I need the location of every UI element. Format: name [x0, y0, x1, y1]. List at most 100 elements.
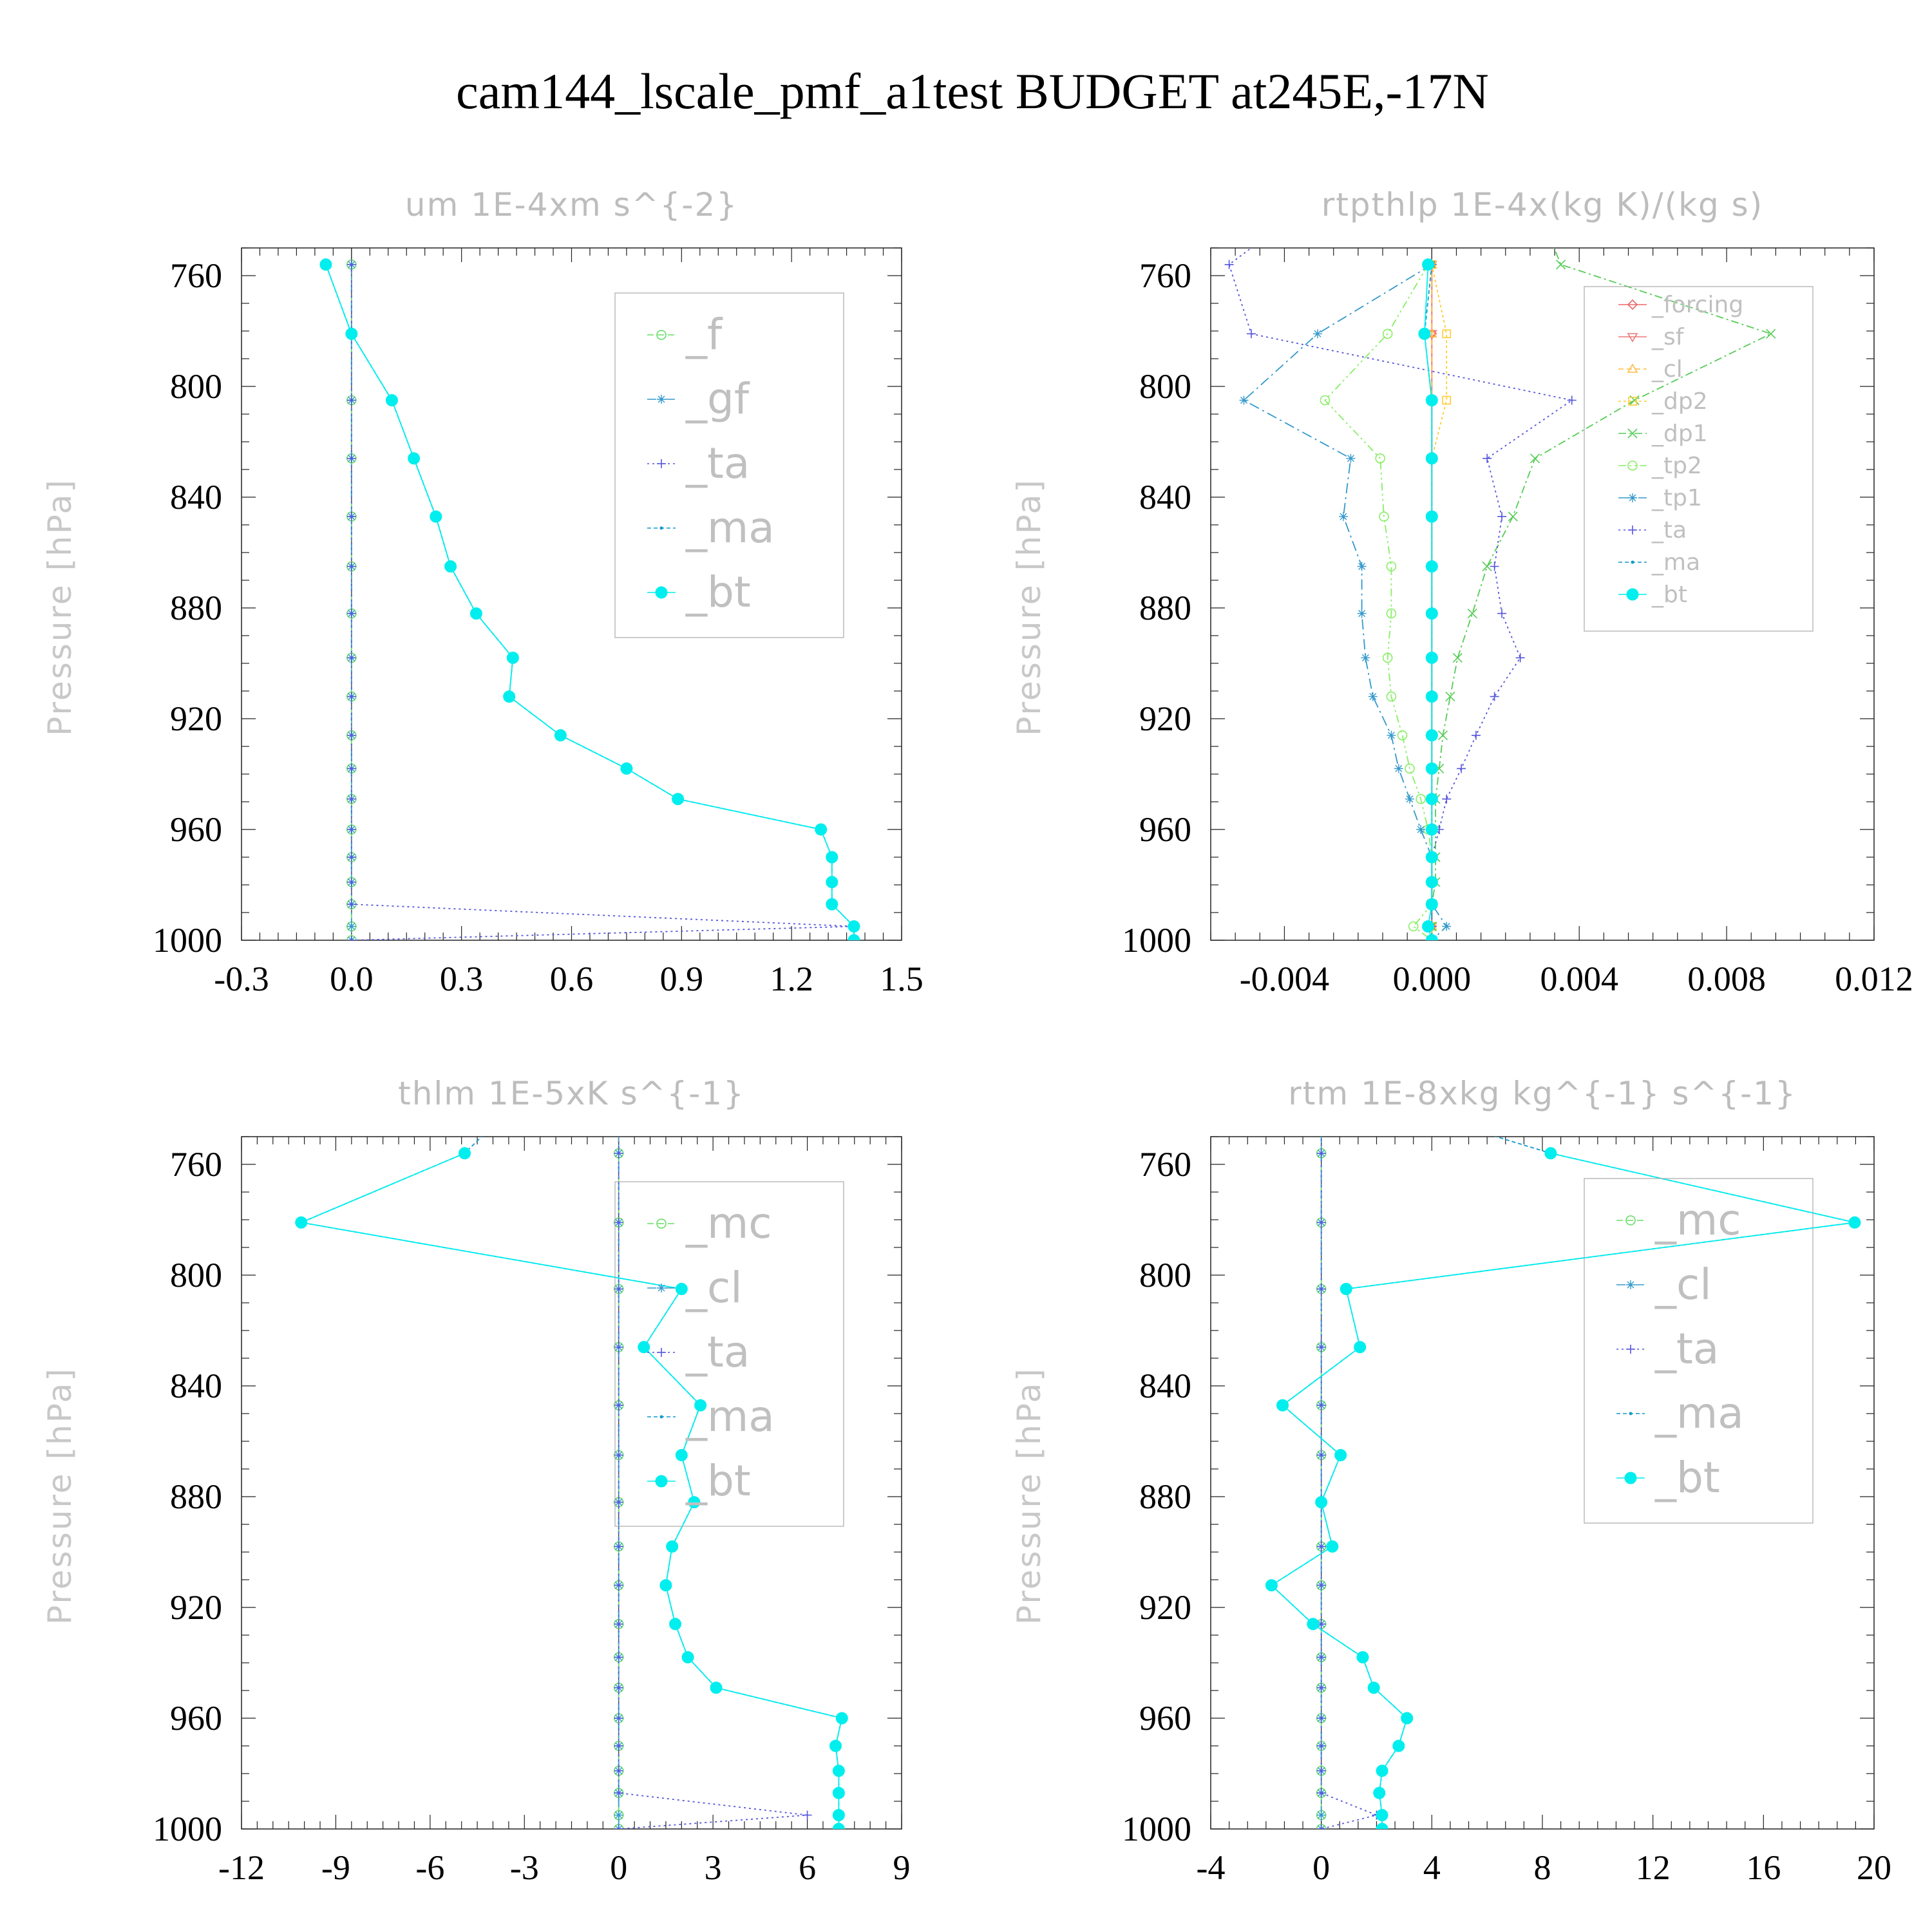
data-point [1367, 1681, 1380, 1694]
legend-label: _f [685, 310, 723, 359]
data-point [614, 1542, 623, 1551]
data-point [1442, 794, 1452, 804]
legend-marker [659, 526, 663, 530]
legend-marker [1628, 397, 1637, 406]
data-point [675, 1449, 688, 1461]
y-tick-label: 800 [170, 367, 222, 406]
data-point [345, 327, 358, 340]
legend-marker [1627, 428, 1638, 439]
legend-label: _bt [685, 1456, 751, 1506]
y-tick-label: 920 [170, 699, 222, 738]
x-tick-label: 0.000 [1393, 960, 1472, 998]
data-point [1482, 453, 1492, 463]
y-tick-label: 920 [1139, 1588, 1191, 1627]
data-point [1316, 1148, 1326, 1158]
data-point [1425, 851, 1438, 864]
legend-label: _cl [1654, 1260, 1712, 1309]
series-group [1265, 1137, 1861, 1829]
data-point [620, 762, 633, 775]
legend-marker [655, 586, 668, 599]
data-point [1246, 329, 1256, 339]
data-point [1567, 395, 1577, 405]
y-tick-label: 960 [170, 1699, 222, 1738]
data-point [1422, 920, 1435, 933]
y-tick-label: 800 [1139, 1256, 1191, 1294]
plot-frame [241, 1136, 902, 1830]
data-point [614, 1824, 623, 1829]
y-tick-label: 880 [1139, 589, 1191, 627]
legend-marker [659, 1415, 663, 1419]
panel-title: um 1E-4xm s^{-2} [405, 186, 738, 223]
y-tick-label: 880 [1139, 1477, 1191, 1516]
data-point [1382, 328, 1393, 339]
data-point [346, 512, 356, 522]
data-point [675, 1283, 688, 1295]
legend-label: _bt [1651, 582, 1687, 608]
data-point [1376, 1809, 1388, 1821]
data-point [832, 1765, 845, 1777]
data-point [1316, 1824, 1326, 1829]
data-point [1508, 511, 1518, 522]
data-point [1340, 1283, 1352, 1295]
legend-label: _ma [1654, 1388, 1744, 1438]
panel-4: rtm 1E-8xkg kg^{-1} s^{-1} Pressure [hPa]… [1010, 1075, 1891, 1887]
data-point [666, 1540, 679, 1553]
data-point [346, 922, 356, 931]
x-tick-label: 0.9 [660, 960, 704, 998]
data-point [1316, 1653, 1326, 1662]
data-point [614, 1401, 623, 1410]
y-tick-label: 800 [1139, 367, 1191, 406]
legend: _forcing _sf _cl _dp2 _dp1 _tp2 _tp1 _ta _ma _bt [1584, 286, 1814, 632]
x-tick-label: -3 [510, 1848, 539, 1887]
panel-title: rtm 1E-8xkg kg^{-1} s^{-1} [1288, 1075, 1797, 1112]
legend-marker [1627, 363, 1638, 373]
data-point [346, 453, 356, 463]
legend-label: _ma [1651, 549, 1700, 576]
data-point [1425, 560, 1438, 573]
x-tick-label: 0 [1312, 1848, 1330, 1887]
data-point [1357, 609, 1367, 618]
data-point [614, 1741, 623, 1750]
y-tick-label: 880 [170, 589, 222, 627]
x-tick-label: 0.0 [330, 960, 374, 998]
x-tick-label: -9 [321, 1848, 350, 1887]
data-point [826, 851, 838, 864]
data-point [1482, 561, 1492, 572]
data-point [1361, 653, 1370, 663]
x-tick-label: 8 [1534, 1848, 1551, 1887]
data-point [1472, 730, 1481, 740]
data-point [1425, 876, 1438, 889]
legend-marker [1627, 460, 1638, 471]
data-point [1401, 1712, 1414, 1725]
series-line [1228, 248, 1574, 940]
data-point [346, 900, 356, 909]
x-tick-label: -0.3 [214, 960, 269, 998]
data-point [1442, 395, 1452, 405]
legend-label: _ta [685, 439, 750, 488]
data-point [1405, 763, 1415, 774]
panel-title: thlm 1E-5xK s^{-1} [398, 1075, 745, 1112]
data-point [346, 609, 356, 618]
y-tick-label: 920 [170, 1588, 222, 1627]
data-point [669, 1618, 682, 1631]
data-point [319, 258, 332, 271]
plot-frame [241, 247, 902, 941]
legend-label: _mc [685, 1198, 772, 1248]
series-line [1242, 264, 1448, 940]
data-point [346, 794, 356, 804]
legend-label: _ta [1651, 517, 1687, 544]
x-tick-label: 0.6 [550, 960, 594, 998]
legend-label: _mc [1654, 1195, 1741, 1245]
data-point [659, 1579, 672, 1592]
data-point [346, 730, 356, 740]
data-point [1425, 690, 1438, 703]
legend-marker [1624, 1472, 1637, 1484]
legend-marker [657, 395, 666, 404]
data-point [1425, 823, 1438, 836]
data-point [295, 1216, 308, 1229]
y-tick-label: 840 [170, 1367, 222, 1405]
data-point [1224, 260, 1234, 269]
data-point [1373, 1786, 1386, 1799]
x-tick-label: 0.3 [440, 960, 484, 998]
data-point [1320, 395, 1331, 406]
